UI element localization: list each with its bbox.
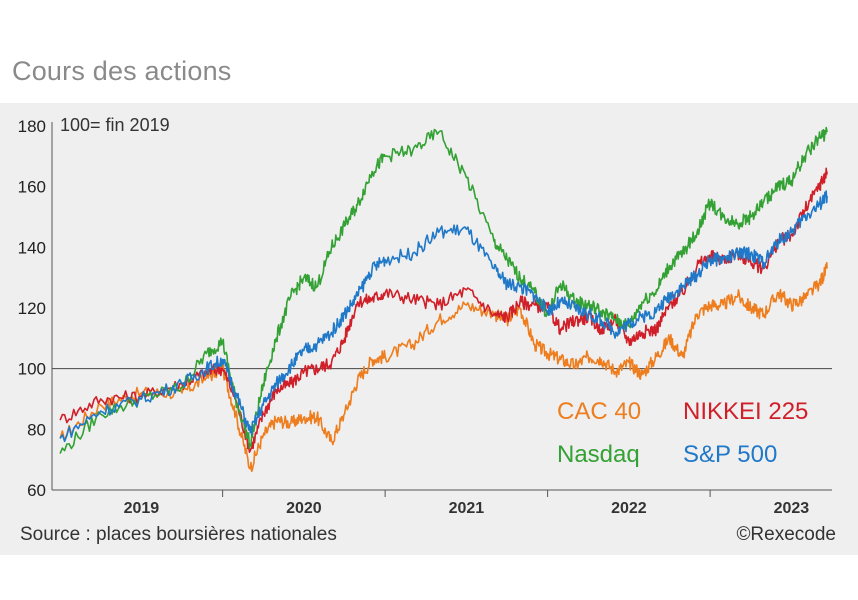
x-tick-label: 2020	[286, 500, 322, 517]
credit-label: ©Rexecode	[736, 524, 836, 545]
legend-entry-cac-40: CAC 40	[557, 398, 641, 425]
y-tick-label: 80	[27, 420, 46, 439]
x-tick-label: 2023	[774, 500, 810, 517]
y-tick-label: 120	[18, 299, 46, 318]
x-tick-label: 2021	[449, 500, 485, 517]
series-line-cac-40	[59, 261, 828, 473]
series-line-s-p-500	[59, 190, 828, 443]
legend-entry-nasdaq: Nasdaq	[557, 441, 640, 468]
source-note: Source : places boursières nationales	[20, 524, 337, 545]
legend-entry-s-p-500: S&P 500	[683, 441, 777, 468]
y-tick-label: 180	[18, 117, 46, 136]
y-axis: 60 80 100 120 140 160 180	[18, 117, 53, 500]
x-tick-label: 2022	[611, 500, 647, 517]
legend: CAC 40 NIKKEI 225 Nasdaq S&P 500	[557, 398, 808, 468]
legend-entry-nikkei-225: NIKKEI 225	[683, 398, 808, 425]
y-tick-label: 140	[18, 238, 46, 257]
x-axis: 2019 2020 2021 2022 2023	[52, 489, 832, 517]
y-tick-label: 160	[18, 178, 46, 197]
index-base-note: 100= fin 2019	[60, 115, 170, 135]
series-group	[59, 126, 828, 473]
x-tick-label: 2019	[124, 500, 160, 517]
chart-title: Cours des actions	[12, 56, 232, 86]
chart-panel	[0, 103, 858, 555]
y-tick-label: 100	[18, 360, 46, 379]
y-tick-label: 60	[27, 481, 46, 500]
series-line-nasdaq	[59, 126, 828, 454]
